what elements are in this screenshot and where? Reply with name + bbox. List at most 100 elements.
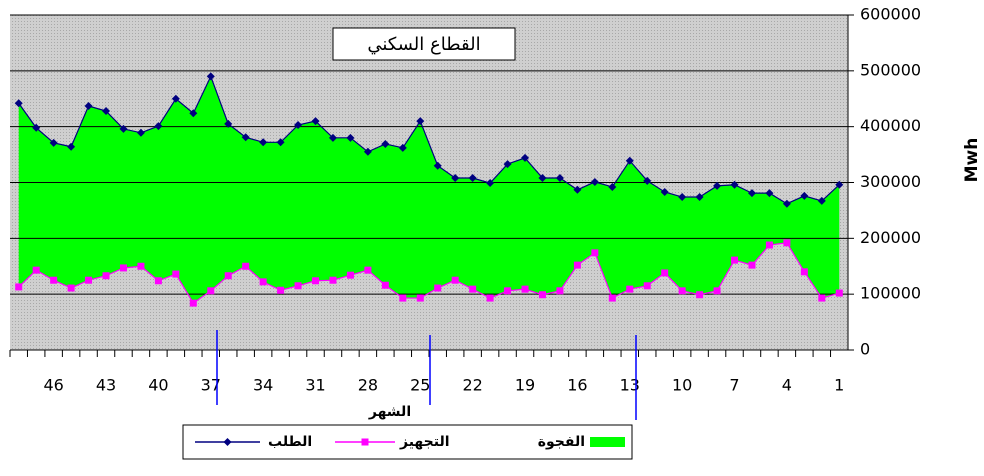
marker xyxy=(207,287,215,295)
marker xyxy=(591,249,599,257)
marker xyxy=(276,138,285,147)
marker xyxy=(154,122,163,131)
y-tick-label: 600000 xyxy=(860,5,921,24)
marker xyxy=(137,262,145,270)
marker xyxy=(730,180,739,189)
marker xyxy=(259,138,268,147)
y-tick-label: 500000 xyxy=(860,60,921,79)
marker xyxy=(538,174,547,183)
x-tick-label: 31 xyxy=(305,376,325,395)
marker xyxy=(521,153,530,162)
marker xyxy=(556,287,564,295)
x-tick-label: 34 xyxy=(253,376,273,395)
marker xyxy=(363,147,372,156)
marker xyxy=(346,271,354,279)
marker xyxy=(748,261,756,269)
marker xyxy=(364,266,372,274)
marker xyxy=(765,241,773,249)
marker xyxy=(817,196,826,205)
marker xyxy=(381,281,389,289)
marker xyxy=(329,276,337,284)
marker xyxy=(608,294,616,302)
marker xyxy=(15,283,23,291)
marker xyxy=(119,124,128,133)
marker xyxy=(259,278,267,286)
chart-title: القطاع السكني xyxy=(367,34,480,55)
marker xyxy=(608,182,617,191)
x-tick-label: 10 xyxy=(672,376,692,395)
marker xyxy=(486,179,495,188)
marker xyxy=(189,109,198,118)
marker xyxy=(242,262,250,270)
x-tick-label: 16 xyxy=(567,376,587,395)
marker xyxy=(643,282,651,290)
marker xyxy=(573,261,581,269)
marker xyxy=(782,199,791,208)
marker xyxy=(800,191,809,200)
marker xyxy=(503,160,512,169)
legend-label: التجهيز xyxy=(399,434,450,450)
plot: 0 100000 200000 300000 400000 500000 600000 46 4… xyxy=(9,5,921,395)
y-axis-label: Mwh xyxy=(962,138,982,183)
marker xyxy=(765,189,774,198)
marker xyxy=(277,286,285,294)
marker xyxy=(206,72,215,81)
title-box xyxy=(332,27,516,61)
legend-label: الطلب xyxy=(268,434,312,450)
marker xyxy=(573,185,582,194)
marker xyxy=(85,276,93,284)
marker xyxy=(660,187,669,196)
marker xyxy=(136,128,145,137)
marker xyxy=(434,284,442,292)
y-tick-label: 100000 xyxy=(860,284,921,303)
marker xyxy=(294,120,303,129)
marker xyxy=(294,282,302,290)
marker xyxy=(102,272,110,280)
x-tick-label: 22 xyxy=(462,376,482,395)
y-tick-label: 0 xyxy=(860,340,870,359)
marker xyxy=(154,277,162,285)
x-tick-label: 7 xyxy=(729,376,739,395)
marker xyxy=(696,291,704,299)
marker xyxy=(661,269,669,277)
x-tick-label: 13 xyxy=(620,376,640,395)
x-axis-label: الشهر xyxy=(368,404,411,420)
marker xyxy=(171,94,180,103)
marker xyxy=(14,99,23,108)
marker xyxy=(312,277,320,285)
marker xyxy=(783,239,791,247)
marker xyxy=(172,270,180,278)
marker xyxy=(49,138,58,147)
x-tick-label: 37 xyxy=(201,376,221,395)
y-tick-label: 300000 xyxy=(860,172,921,191)
marker xyxy=(625,156,634,165)
marker xyxy=(521,285,529,293)
marker xyxy=(224,119,233,128)
marker xyxy=(311,117,320,126)
marker xyxy=(241,133,250,142)
marker xyxy=(713,287,721,295)
marker xyxy=(713,181,722,190)
x-tick-label: 4 xyxy=(782,376,792,395)
marker xyxy=(678,287,686,295)
marker xyxy=(800,268,808,276)
y-tick-label: 200000 xyxy=(860,228,921,247)
marker xyxy=(102,107,111,116)
legend-swatch xyxy=(590,437,625,447)
gap-area xyxy=(18,76,840,304)
marker xyxy=(50,276,58,284)
marker xyxy=(32,266,40,274)
marker xyxy=(398,143,407,152)
marker xyxy=(361,438,369,446)
x-tick-label: 1 xyxy=(834,376,844,395)
marker xyxy=(119,264,127,272)
marker xyxy=(67,284,75,292)
marker xyxy=(818,294,826,302)
marker xyxy=(695,193,704,202)
legend-items: الطلب التجهيز الفجوة xyxy=(195,434,625,450)
x-tick-label: 19 xyxy=(515,376,535,395)
marker xyxy=(223,438,232,446)
marker xyxy=(189,299,197,307)
marker xyxy=(399,294,407,302)
